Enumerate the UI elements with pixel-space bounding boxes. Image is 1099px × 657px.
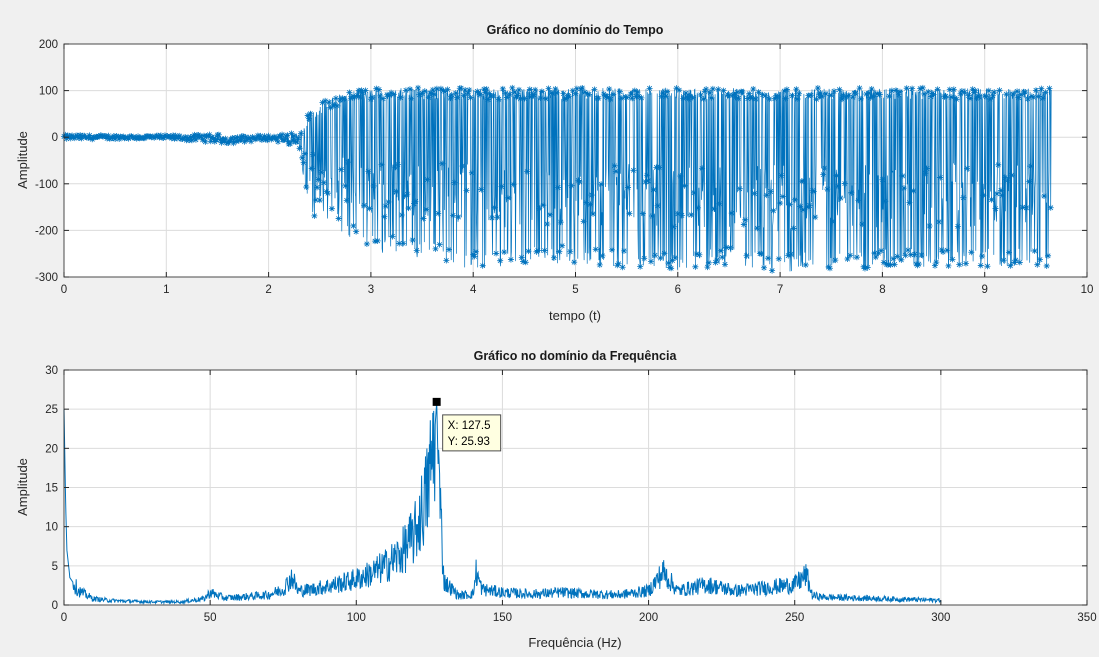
time-x-tick-label: 4 (470, 284, 477, 296)
time-y-tick-label: 0 (52, 132, 58, 144)
frequency-domain-axes[interactable]: 0 50 100 150 200 250 300 350 0 5 10 15 20 25 30 Gráfic… (15, 349, 1097, 650)
frequency-series (63, 401, 942, 606)
frequency-y-tick-label: 25 (45, 404, 58, 416)
time-x-tick-label: 8 (879, 284, 885, 296)
frequency-chart-title: Gráfico no domínio da Frequência (474, 349, 678, 363)
time-x-tick-label: 2 (265, 284, 271, 296)
time-x-tick-label: 0 (61, 284, 67, 296)
frequency-x-tick-label: 150 (493, 612, 512, 624)
time-x-tick-label: 6 (675, 284, 681, 296)
datatip-y-label: Y: 25.93 (448, 436, 490, 448)
frequency-ticks: 0 50 100 150 200 250 300 350 0 5 10 15 20 25 30 (45, 365, 1096, 624)
time-x-tick-label: 1 (163, 284, 169, 296)
time-x-tick-label: 5 (572, 284, 578, 296)
frequency-x-tick-label: 350 (1077, 612, 1096, 624)
frequency-y-tick-label: 15 (45, 483, 58, 495)
time-x-tick-label: 10 (1081, 284, 1094, 296)
frequency-x-tick-label: 200 (639, 612, 658, 624)
datatip-marker[interactable] (432, 397, 441, 406)
time-domain-axes[interactable]: 0 1 2 3 4 5 6 7 8 9 10 -300 -200 -100 0 100 200 Gráfico … (15, 23, 1093, 323)
frequency-spectrum-line (63, 401, 942, 606)
frequency-y-tick-label: 0 (52, 600, 58, 612)
frequency-x-tick-label: 100 (347, 612, 366, 624)
time-y-axis-label: Amplitude (15, 131, 30, 189)
datatip-x-label: X: 127.5 (448, 420, 491, 432)
frequency-y-tick-label: 10 (45, 522, 58, 534)
time-ticks: 0 1 2 3 4 5 6 7 8 9 10 -300 -200 -100 0 100 200 (35, 39, 1093, 296)
datatip[interactable]: X: 127.5 Y: 25.93 (432, 397, 502, 452)
time-series (61, 84, 1054, 274)
frequency-x-tick-label: 250 (785, 612, 804, 624)
frequency-x-tick-label: 300 (931, 612, 950, 624)
frequency-y-tick-label: 30 (45, 365, 58, 377)
time-y-tick-label: -200 (35, 225, 58, 237)
frequency-x-axis-label: Frequência (Hz) (528, 635, 621, 650)
time-x-tick-label: 3 (368, 284, 374, 296)
frequency-x-tick-label: 50 (204, 612, 217, 624)
time-x-axis-label: tempo (t) (549, 308, 601, 323)
time-x-tick-label: 9 (981, 284, 987, 296)
time-chart-title: Gráfico no domínio do Tempo (487, 23, 664, 37)
frequency-x-tick-label: 0 (61, 612, 67, 624)
frequency-y-tick-label: 5 (52, 561, 58, 573)
frequency-y-axis-label: Amplitude (15, 458, 30, 516)
time-x-tick-label: 7 (777, 284, 783, 296)
frequency-y-tick-label: 20 (45, 443, 58, 455)
time-y-tick-label: 200 (39, 39, 58, 51)
time-y-tick-label: -300 (35, 272, 58, 284)
time-y-tick-label: -100 (35, 179, 58, 191)
datatip-box[interactable] (442, 414, 502, 452)
time-y-tick-label: 100 (39, 86, 58, 98)
